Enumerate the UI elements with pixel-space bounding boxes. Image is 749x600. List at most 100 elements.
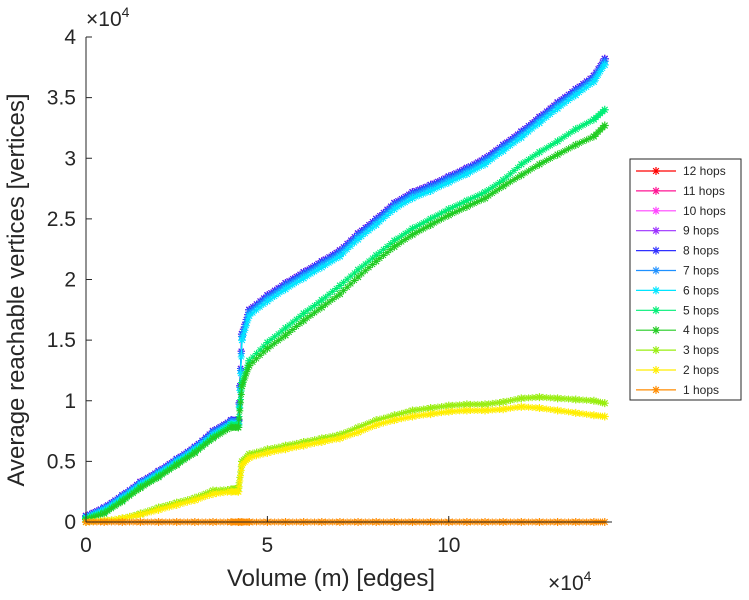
- data-point-fill: [252, 448, 260, 456]
- data-point-fill: [412, 412, 420, 420]
- data-point-fill: [401, 414, 409, 422]
- data-point-fill: [249, 449, 257, 457]
- data-point-fill: [412, 193, 420, 201]
- data-point-fill: [274, 330, 282, 338]
- data-point-fill: [296, 442, 304, 450]
- data-point-fill: [285, 321, 293, 329]
- data-point-fill: [220, 428, 228, 436]
- data-point-fill: [438, 215, 446, 223]
- data-point-fill: [503, 180, 511, 188]
- data-point-fill: [405, 193, 413, 201]
- data-point-fill: [383, 249, 391, 257]
- data-point-fill: [416, 405, 424, 413]
- data-point: [354, 265, 363, 274]
- data-point: [118, 497, 127, 506]
- data-point-fill: [423, 223, 431, 231]
- data-point-fill: [510, 135, 518, 143]
- data-point-fill: [311, 301, 319, 309]
- data-point: [600, 121, 609, 130]
- data-point-fill: [162, 468, 170, 476]
- data-point: [390, 236, 399, 245]
- data-point-fill: [325, 255, 333, 263]
- data-point-fill: [187, 451, 195, 459]
- data-point-fill: [314, 262, 322, 270]
- data-point: [535, 119, 544, 128]
- data-point-fill: [129, 489, 137, 497]
- data-point-fill: [311, 436, 319, 444]
- data-point-fill: [394, 410, 402, 418]
- data-point-fill: [539, 113, 547, 121]
- data-point: [372, 220, 381, 229]
- data-point: [237, 336, 246, 345]
- data-point-fill: [369, 260, 377, 268]
- data-point: [354, 423, 363, 432]
- y-tick-label: 0: [64, 511, 76, 534]
- data-point-fill: [347, 426, 355, 434]
- data-point-fill: [419, 190, 427, 198]
- data-point-fill: [332, 251, 340, 259]
- data-point-fill: [539, 116, 547, 124]
- data-point-fill: [307, 440, 315, 448]
- data-point-fill: [151, 507, 159, 515]
- data-point: [372, 416, 381, 425]
- data-point-fill: [260, 450, 268, 458]
- data-point-fill: [452, 175, 460, 183]
- data-point-fill: [260, 300, 268, 308]
- data-point-fill: [285, 328, 293, 336]
- data-point: [426, 410, 435, 419]
- data-point-fill: [321, 261, 329, 269]
- data-point: [571, 140, 580, 149]
- data-point-fill: [361, 421, 369, 429]
- data-point-fill: [488, 155, 496, 163]
- data-point-fill: [126, 513, 134, 521]
- data-point: [426, 214, 435, 223]
- data-point-fill: [332, 293, 340, 301]
- data-point-fill: [350, 239, 358, 247]
- data-point: [600, 105, 609, 114]
- legend-label: 12 hops: [683, 164, 726, 178]
- data-point-fill: [456, 407, 464, 415]
- data-point: [100, 509, 109, 518]
- data-point-fill: [180, 456, 188, 464]
- data-point-fill: [564, 97, 572, 105]
- data-point-fill: [303, 272, 311, 280]
- data-point-fill: [205, 437, 213, 445]
- data-point-fill: [260, 297, 268, 305]
- data-point-fill: [488, 406, 496, 414]
- data-point-fill: [550, 104, 558, 112]
- data-point-fill: [379, 419, 387, 427]
- data-point-fill: [256, 300, 264, 308]
- data-point: [444, 401, 453, 410]
- data-point-fill: [314, 306, 322, 314]
- data-point-fill: [557, 149, 565, 157]
- data-point-fill: [292, 443, 300, 451]
- data-point-fill: [184, 498, 192, 506]
- x-axis-label: Volume (m) [edges]: [227, 565, 435, 592]
- data-point-fill: [271, 333, 279, 341]
- data-point-fill: [514, 163, 522, 171]
- data-point-fill: [303, 307, 311, 315]
- data-point-fill: [579, 86, 587, 94]
- data-point-fill: [546, 154, 554, 162]
- data-point-fill: [237, 472, 245, 480]
- data-point: [499, 146, 508, 155]
- data-point-fill: [485, 158, 493, 166]
- data-point-fill: [340, 249, 348, 257]
- data-point-fill: [289, 277, 297, 285]
- data-point-fill: [147, 478, 155, 486]
- data-point-fill: [459, 198, 467, 206]
- data-point-fill: [419, 405, 427, 413]
- data-point-fill: [350, 429, 358, 437]
- data-point-fill: [274, 443, 282, 451]
- data-point-fill: [543, 156, 551, 164]
- data-point: [553, 394, 562, 403]
- data-point-fill: [321, 258, 329, 266]
- data-point-fill: [506, 178, 514, 186]
- data-point-fill: [387, 240, 395, 248]
- data-point-fill: [546, 110, 554, 118]
- data-point-fill: [521, 127, 529, 135]
- data-point-fill: [575, 123, 583, 131]
- data-point-fill: [506, 138, 514, 146]
- data-point-fill: [579, 410, 587, 418]
- data-point-fill: [376, 420, 384, 428]
